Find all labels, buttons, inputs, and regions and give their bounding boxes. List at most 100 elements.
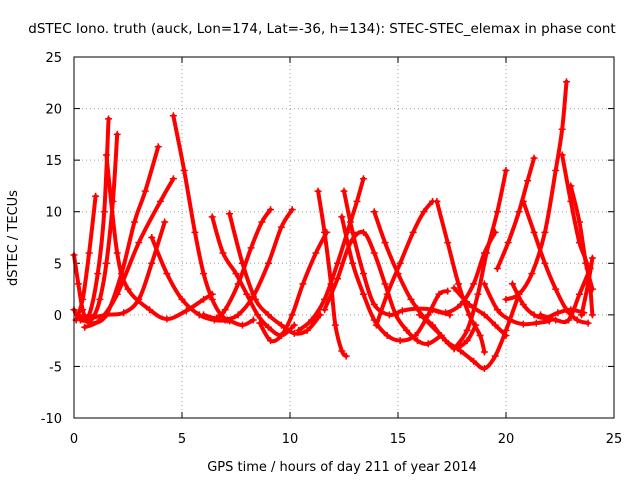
y-tick-label: -5	[49, 360, 62, 375]
data-point-marker	[470, 357, 478, 365]
data-point-marker	[491, 321, 499, 329]
data-point-marker	[213, 314, 221, 322]
series-trace-21	[339, 214, 450, 343]
data-point-marker	[200, 295, 208, 303]
data-point-marker	[349, 259, 357, 267]
data-point-marker	[148, 259, 156, 267]
data-point-marker	[74, 280, 82, 288]
y-tick-label: 15	[45, 154, 62, 169]
y-tick-label: 20	[45, 103, 62, 118]
data-point-marker	[256, 319, 264, 327]
data-point-marker	[530, 228, 538, 236]
chart-title: dSTEC Iono. truth (auck, Lon=174, Lat=-3…	[28, 21, 615, 37]
y-tick-label: 5	[54, 257, 62, 272]
data-point-marker	[528, 270, 536, 278]
data-point-marker	[565, 316, 573, 324]
data-point-marker	[396, 259, 404, 267]
data-point-marker	[180, 166, 188, 174]
data-point-marker	[407, 295, 415, 303]
data-point-marker	[409, 228, 417, 236]
data-point-marker	[249, 292, 257, 300]
data-point-marker	[200, 270, 208, 278]
data-point-marker	[113, 130, 121, 138]
data-point-marker	[359, 175, 367, 183]
x-axis-label: GPS time / hours of day 211 of year 2014	[207, 460, 477, 475]
data-point-marker	[102, 259, 110, 267]
data-point-marker	[567, 182, 575, 190]
x-tick-label: 25	[606, 432, 623, 447]
data-point-marker	[288, 311, 296, 319]
data-point-marker	[582, 259, 590, 267]
data-point-marker	[299, 280, 307, 288]
data-point-marker	[232, 270, 240, 278]
data-point-marker	[435, 290, 443, 298]
data-point-marker	[288, 206, 296, 214]
data-point-marker	[146, 306, 154, 314]
data-point-marker	[558, 151, 566, 159]
data-point-marker	[105, 115, 113, 123]
data-point-marker	[247, 244, 255, 252]
data-point-marker	[338, 347, 346, 355]
data-point-marker	[191, 228, 199, 236]
data-point-marker	[480, 280, 488, 288]
data-point-marker	[504, 239, 512, 247]
series-trace-19	[372, 209, 478, 350]
data-point-marker	[541, 228, 549, 236]
data-point-marker	[200, 311, 208, 319]
data-point-marker	[424, 311, 432, 319]
data-point-marker	[359, 270, 367, 278]
data-point-marker	[552, 316, 560, 324]
data-point-marker	[385, 311, 393, 319]
data-point-marker	[493, 208, 501, 216]
data-point-marker	[94, 270, 102, 278]
data-series	[70, 78, 596, 372]
series-trace-8	[171, 113, 230, 323]
data-point-marker	[178, 295, 186, 303]
data-point-marker	[588, 285, 596, 293]
data-point-marker	[442, 337, 450, 345]
data-point-marker	[554, 309, 562, 317]
data-point-marker	[334, 259, 342, 267]
data-point-marker	[135, 295, 143, 303]
data-point-marker	[264, 311, 272, 319]
data-point-marker	[370, 208, 378, 216]
data-point-marker	[515, 208, 523, 216]
data-point-marker	[444, 239, 452, 247]
data-point-marker	[370, 301, 378, 309]
data-point-marker	[562, 78, 570, 86]
data-point-marker	[530, 311, 538, 319]
data-point-marker	[96, 295, 104, 303]
data-point-marker	[463, 337, 471, 345]
data-point-marker	[476, 331, 484, 339]
data-point-marker	[169, 175, 177, 183]
data-point-marker	[141, 187, 149, 195]
data-point-marker	[457, 347, 465, 355]
data-point-marker	[349, 228, 357, 236]
data-point-marker	[562, 306, 570, 314]
data-point-marker	[161, 218, 169, 226]
data-point-marker	[342, 352, 350, 360]
data-point-marker	[334, 275, 342, 283]
data-point-marker	[429, 306, 437, 314]
series-trace-13	[223, 207, 295, 323]
data-point-marker	[502, 295, 510, 303]
data-point-marker	[515, 290, 523, 298]
data-point-marker	[312, 249, 320, 257]
data-point-marker	[383, 331, 391, 339]
data-point-marker	[429, 321, 437, 329]
data-point-marker	[463, 326, 471, 334]
y-tick-label: 0	[54, 309, 62, 324]
data-point-marker	[411, 331, 419, 339]
y-tick-label: 25	[45, 51, 62, 66]
data-point-marker	[381, 280, 389, 288]
data-point-marker	[169, 112, 177, 120]
data-point-marker	[277, 321, 285, 329]
data-point-marker	[243, 290, 251, 298]
data-point-marker	[502, 166, 510, 174]
data-point-marker	[340, 187, 348, 195]
data-point-marker	[277, 331, 285, 339]
data-point-marker	[416, 311, 424, 319]
data-point-marker	[303, 326, 311, 334]
data-point-marker	[465, 301, 473, 309]
x-tick-label: 20	[498, 432, 515, 447]
